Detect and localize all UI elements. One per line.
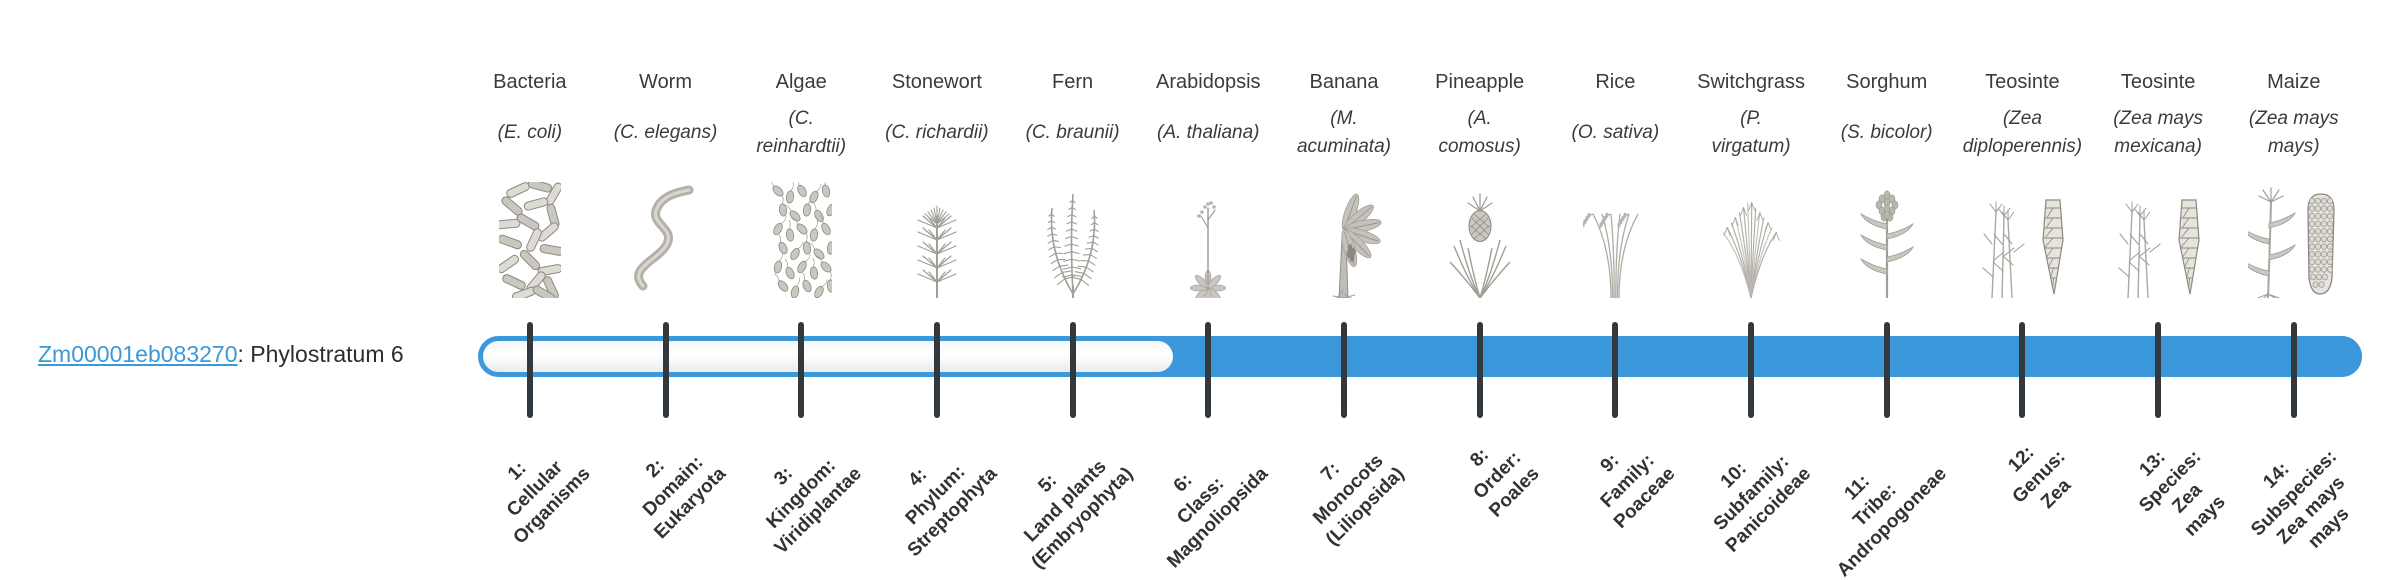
organism-scientific-name: (M. acuminata) [1296,107,1391,158]
organism-common-name: Worm [639,71,693,93]
stratum-tick [798,322,805,418]
stratum-tick [1612,322,1619,418]
organism-scientific-name: (E. coli) [497,121,563,143]
phylostratum-text: : Phylostratum 6 [237,341,404,367]
stratum-axis-label: 2: Domain: Eukaryota [638,451,731,544]
phylostratum-column-1: Bacteria (E. coli) 1: Cellular Organisms [462,0,598,580]
phylostratum-column-14: Maize (Zea mays mays) 14: Subspecies: Zea … [2226,0,2362,580]
organism-common-name: Rice [1595,71,1636,93]
organism-scientific-name: (O. sativa) [1571,121,1660,143]
organism-common-name: Switchgrass [1697,71,1805,93]
gene-phylostratum-label: Zm00001eb083270: Phylostratum 6 [38,341,404,368]
organism-scientific-name: (C. braunii) [1025,121,1120,143]
organism-common-name: Maize [2267,71,2321,93]
organism-scientific-name: (Zea mays mexicana) [2113,107,2203,158]
organism-scientific-name: (P. virgatum) [1711,107,1791,158]
organism-scientific-name: (C. richardii) [885,121,989,143]
organism-common-name: Bacteria [493,71,567,93]
stratum-axis-label: 8: Order: Poales [1466,444,1545,522]
switchgrass-icon [1683,170,1819,298]
fern-icon [1005,170,1141,298]
stratum-tick [662,322,669,418]
organism-common-name: Banana [1309,71,1379,93]
organism-scientific-name: (A. thaliana) [1157,121,1260,143]
stratum-tick [526,322,533,418]
organism-common-name: Algae [775,71,827,93]
stratum-axis-label: 6: Class: Magnoliopsida [1163,463,1273,573]
stratum-axis-label: 3: Kingdom: Viridiplantae [761,455,866,559]
stratum-axis-label: 5: Land plants (Embryophyta) [1019,455,1138,574]
organism-scientific-name: (C. elegans) [613,121,718,143]
stratum-tick [2155,322,2162,418]
phylostratum-column-10: Switchgrass (P. virgatum) 10: Subfamily: P… [1683,0,1819,580]
timeline-unfilled-cap [485,341,1173,372]
phylostrata-columns: Bacteria (E. coli) 1: Cellular Organisms Wo… [462,0,2362,580]
stratum-tick [1205,322,1212,418]
pineapple-icon [1412,170,1548,298]
stratum-tick [1340,322,1347,418]
phylostratum-column-6: Arabidopsis (A. thaliana) 6: Class: Magnol… [1140,0,1276,580]
arabidopsis-icon [1140,170,1276,298]
organism-scientific-name: (A. comosus) [1438,107,1521,158]
stratum-tick [1883,322,1890,418]
organism-scientific-name: (C. reinhardtii) [756,107,847,158]
organism-common-name: Arabidopsis [1156,71,1261,93]
phylostratum-column-4: Stonewort (C. richardii) 4: Phylum: Strept… [869,0,1005,580]
stratum-tick [1069,322,1076,418]
teosinte-icon [1955,170,2091,298]
stratum-tick [933,322,940,418]
stratum-axis-label: 14: Subspecies: Zea mays mays [2246,446,2354,553]
phylostratum-column-3: Algae (C. reinhardtii) 3: Kingdom: Viridip… [733,0,869,580]
teosinte-icon [2090,170,2226,298]
stratum-axis-label: 13: Species: Zea mays [2134,446,2230,541]
organism-common-name: Sorghum [1846,71,1928,93]
algae-icon [733,170,869,298]
banana-icon [1276,170,1412,298]
organism-common-name: Teosinte [2120,71,2196,93]
stratum-axis-label: 12: Genus: Zea [2004,442,2076,514]
organism-common-name: Stonewort [891,71,982,93]
sorghum-icon [1819,170,1955,298]
phylostratum-column-5: Fern (C. braunii) 5: Land plants (Embryoph… [1005,0,1141,580]
organism-common-name: Pineapple [1435,71,1525,93]
organism-scientific-name: (Zea diploperennis) [1962,107,2083,158]
phylostratum-column-8: Pineapple (A. comosus) 8: Order: Poales [1412,0,1548,580]
maize-icon [2226,170,2362,298]
rice-icon [1548,170,1684,298]
worm-icon [598,170,734,298]
stratum-tick [2290,322,2297,418]
phylostratum-column-13: Teosinte (Zea mays mexicana) 13: Species: … [2090,0,2229,580]
organism-scientific-name: (S. bicolor) [1840,121,1933,143]
stonewort-icon [869,170,1005,298]
stratum-axis-label: 1: Cellular Organisms [502,456,595,549]
stratum-tick [1476,322,1483,418]
stratum-tick [2019,322,2026,418]
phylostratum-column-2: Worm (C. elegans) 2: Domain: Eukaryota [598,0,734,580]
stratum-axis-label: 7: Monocots (Liliopsida) [1308,450,1409,551]
phylostratum-column-12: Teosinte (Zea diploperennis) 12: Genus: Ze… [1955,0,2091,580]
bacteria-icon [462,170,598,298]
organism-scientific-name: (Zea mays mays) [2248,107,2339,158]
gene-id-link[interactable]: Zm00001eb083270 [38,341,238,367]
stratum-axis-label: 10: Subfamily: Panicoideae [1709,451,1816,557]
stratum-axis-label: 4: Phylum: Streptophyta [901,461,1002,562]
phylostratum-column-11: Sorghum (S. bicolor) 11: Tribe: Andropogon… [1819,0,1955,580]
stratum-axis-label: 11: Tribe: Andropogoneae [1833,463,1952,580]
organism-common-name: Teosinte [1985,71,2060,93]
stratum-axis-label: 9: Family: Poaceae [1596,449,1680,534]
organism-common-name: Fern [1052,71,1094,93]
phylostratum-column-9: Rice (O. sativa) 9: Family: Poaceae [1548,0,1684,580]
stratum-tick [1748,322,1755,418]
phylostratum-column-7: Banana (M. acuminata) 7: Monocots (Liliops… [1276,0,1412,580]
timeline-filled-segment [1080,336,2362,377]
